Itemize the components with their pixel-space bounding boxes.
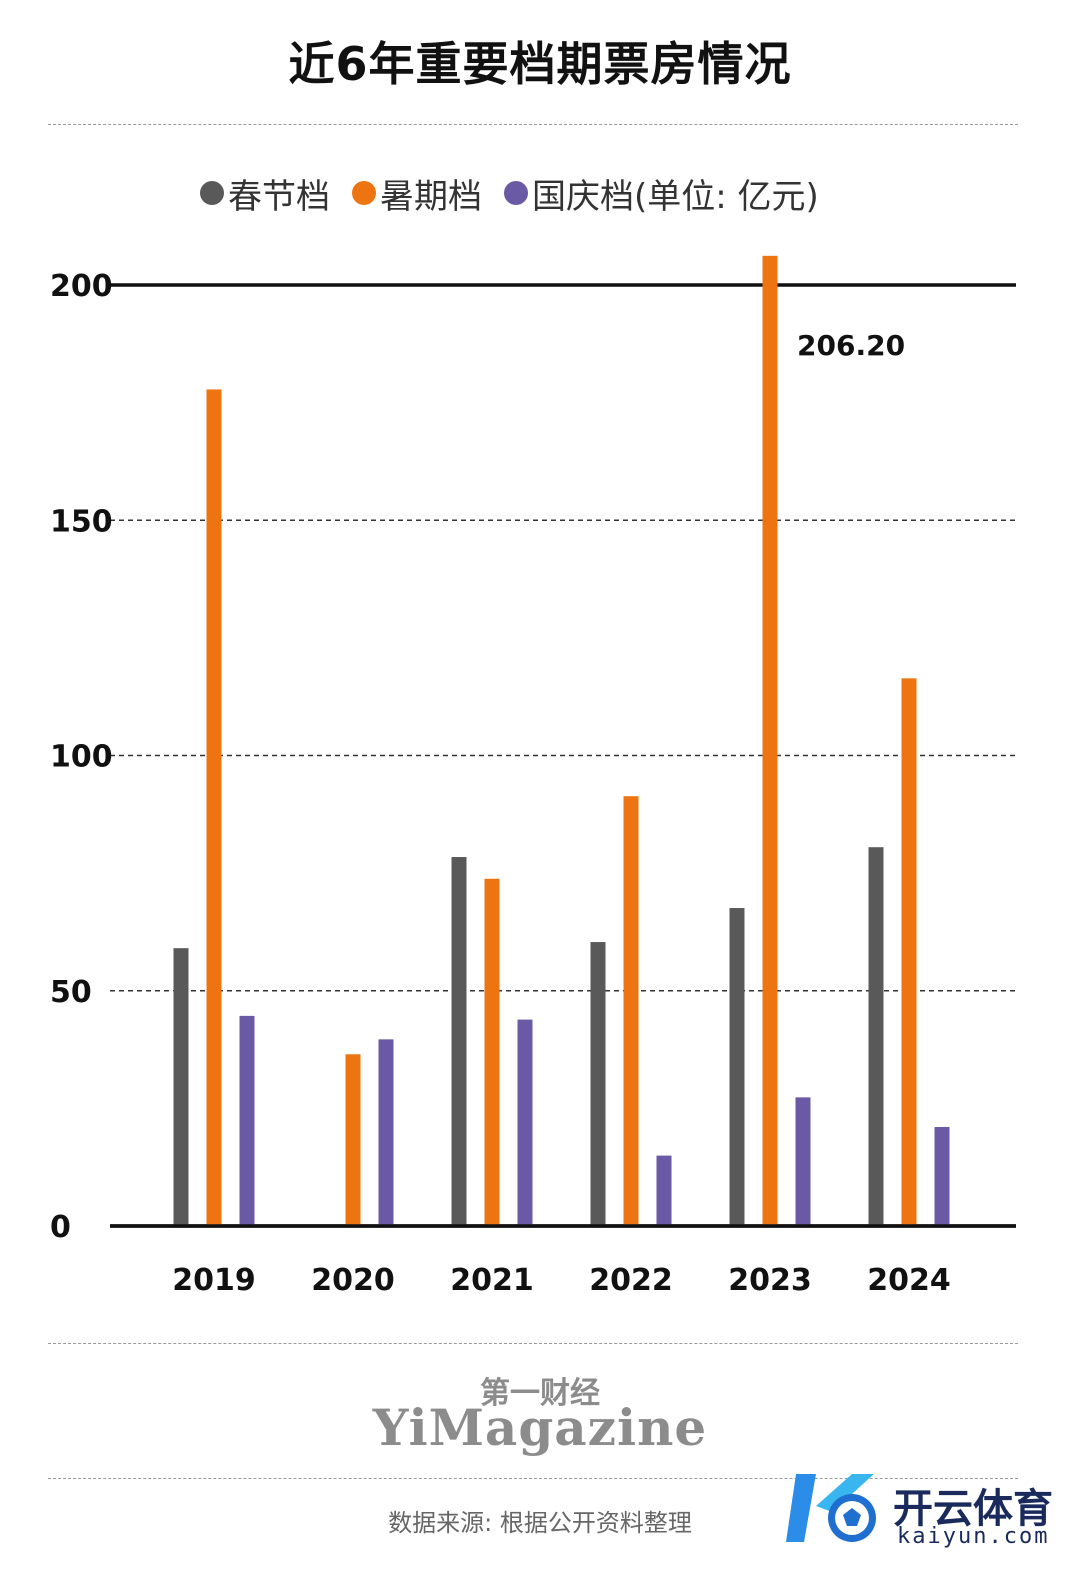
- footer-divider: [48, 1478, 1018, 1479]
- x-tick-label: 2019: [172, 1263, 256, 1298]
- bar-2020-暑期档: [345, 1054, 361, 1226]
- bottom-divider: [48, 1343, 1018, 1344]
- brand-logo-en: YiMagazine: [372, 1398, 708, 1457]
- y-tick-label: 100: [50, 740, 113, 775]
- bar-2022-暑期档: [623, 796, 639, 1226]
- bar-2024-春节档: [868, 847, 884, 1226]
- y-tick-label: 150: [50, 504, 113, 539]
- legend-item-summer: 暑期档: [352, 169, 482, 218]
- bar-2023-国庆档: [795, 1097, 811, 1226]
- y-tick-label: 50: [50, 975, 92, 1010]
- x-tick-label: 2020: [311, 1263, 395, 1298]
- legend-item-national: 国庆档: [504, 169, 634, 218]
- brand-logo-cn: 第一财经: [480, 1376, 600, 1411]
- legend-label-summer: 暑期档: [380, 176, 482, 217]
- bar-2021-暑期档: [484, 878, 500, 1226]
- data-source: 数据来源: 根据公开资料整理: [388, 1509, 692, 1537]
- legend-dot-national: [504, 181, 528, 205]
- watermark-text-cn: 开云体育: [893, 1486, 1053, 1532]
- x-tick-label: 2021: [450, 1263, 534, 1298]
- legend-label-spring: 春节档: [228, 176, 330, 217]
- watermark-logo-icon: [786, 1474, 876, 1542]
- legend-unit: (单位: 亿元): [634, 176, 819, 217]
- legend-item-spring: 春节档: [200, 169, 330, 218]
- bar-2022-春节档: [590, 942, 606, 1226]
- bar-2023-暑期档: [762, 255, 778, 1227]
- bar-2024-国庆档: [934, 1127, 950, 1226]
- chart-title: 近6年重要档期票房情况: [288, 37, 792, 91]
- x-tick-label: 2022: [589, 1263, 673, 1298]
- y-tick-label: 0: [50, 1210, 71, 1245]
- y-tick-label: 200: [50, 269, 113, 304]
- bar-2021-春节档: [451, 857, 467, 1226]
- bar-2020-国庆档: [378, 1039, 394, 1226]
- chart-legend: 春节档 暑期档 国庆档 (单位: 亿元): [200, 169, 819, 218]
- bar-2023-春节档: [729, 908, 745, 1226]
- bar-2019-春节档: [173, 948, 189, 1226]
- bar-2024-暑期档: [901, 678, 917, 1226]
- legend-label-national: 国庆档: [532, 176, 634, 217]
- data-label-annotation: 206.20: [797, 329, 905, 362]
- bar-2019-暑期档: [206, 389, 222, 1226]
- x-tick-label: 2024: [867, 1263, 951, 1298]
- bar-2021-国庆档: [517, 1019, 533, 1226]
- watermark-text-en: kaiyun.com: [897, 1524, 1050, 1549]
- bar-chart: 0 50 100 150 200 2019 2020 2021 2022 2023 2024 206.…: [50, 255, 1016, 1298]
- top-divider: [48, 124, 1018, 125]
- legend-dot-summer: [352, 181, 376, 205]
- bar-2019-国庆档: [239, 1015, 255, 1226]
- legend-dot-spring: [200, 181, 224, 205]
- x-tick-label: 2023: [728, 1263, 812, 1298]
- bar-2022-国庆档: [656, 1155, 672, 1226]
